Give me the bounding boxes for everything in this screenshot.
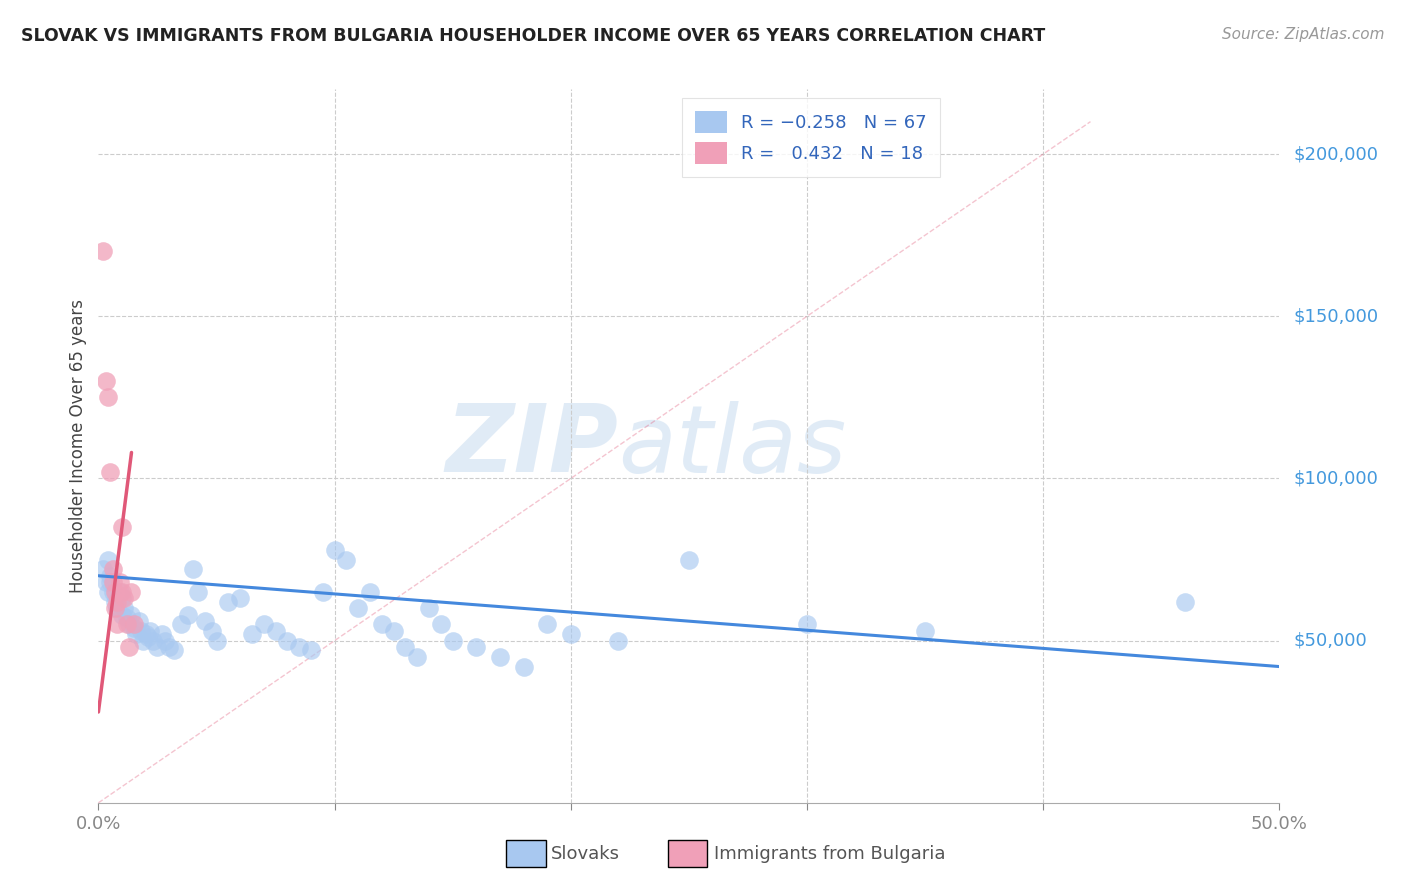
Point <box>118 617 141 632</box>
Point <box>678 552 700 566</box>
Text: Source: ZipAtlas.com: Source: ZipAtlas.com <box>1222 27 1385 42</box>
Point <box>112 591 135 606</box>
Text: $50,000: $50,000 <box>1294 632 1367 649</box>
Point <box>136 631 159 645</box>
Text: $150,000: $150,000 <box>1294 307 1378 326</box>
Point <box>489 649 512 664</box>
Point <box>512 659 534 673</box>
Point <box>101 575 124 590</box>
Point <box>288 640 311 654</box>
Point <box>98 568 121 582</box>
Point <box>108 585 131 599</box>
Point <box>1174 595 1197 609</box>
Point <box>132 633 155 648</box>
Point <box>150 627 173 641</box>
Point <box>112 601 135 615</box>
Point <box>94 374 117 388</box>
Text: $200,000: $200,000 <box>1294 145 1378 163</box>
Point <box>217 595 239 609</box>
Point <box>560 627 582 641</box>
Point <box>153 633 176 648</box>
Point <box>177 607 200 622</box>
Point <box>122 617 145 632</box>
Point <box>194 614 217 628</box>
Point <box>323 542 346 557</box>
Y-axis label: Householder Income Over 65 years: Householder Income Over 65 years <box>69 299 87 593</box>
Point <box>104 585 127 599</box>
Point <box>101 585 124 599</box>
Point <box>418 601 440 615</box>
Point <box>382 624 405 638</box>
Point <box>276 633 298 648</box>
Text: $100,000: $100,000 <box>1294 469 1378 487</box>
Point <box>111 607 134 622</box>
Point <box>205 633 228 648</box>
Point <box>98 575 121 590</box>
Point <box>101 562 124 576</box>
Point <box>118 640 141 654</box>
Point <box>108 575 131 590</box>
Point <box>105 601 128 615</box>
Point <box>125 627 148 641</box>
Point <box>97 585 120 599</box>
Point <box>146 640 169 654</box>
Point <box>347 601 370 615</box>
Point <box>105 617 128 632</box>
Point <box>142 633 165 648</box>
Point <box>406 649 429 664</box>
Point <box>104 601 127 615</box>
Point <box>121 607 143 622</box>
Point <box>115 611 138 625</box>
Point <box>104 595 127 609</box>
Point <box>135 627 157 641</box>
Point <box>914 624 936 638</box>
Point <box>121 585 143 599</box>
Point <box>111 520 134 534</box>
Text: Immigrants from Bulgaria: Immigrants from Bulgaria <box>714 845 946 863</box>
Point <box>536 617 558 632</box>
Point <box>240 627 263 641</box>
Point <box>91 244 114 259</box>
Point <box>371 617 394 632</box>
Point <box>312 585 335 599</box>
Point <box>201 624 224 638</box>
Point <box>157 640 180 654</box>
Point <box>129 624 152 638</box>
Point <box>91 562 114 576</box>
Point <box>170 617 193 632</box>
Legend: R = −0.258   N = 67, R =   0.432   N = 18: R = −0.258 N = 67, R = 0.432 N = 18 <box>682 98 939 177</box>
Point <box>111 585 134 599</box>
Point <box>335 552 357 566</box>
Point <box>105 595 128 609</box>
Point <box>139 624 162 638</box>
Point <box>430 617 453 632</box>
Point <box>111 591 134 606</box>
Point <box>253 617 276 632</box>
Point <box>122 621 145 635</box>
Text: Slovaks: Slovaks <box>551 845 620 863</box>
Point <box>441 633 464 648</box>
Text: SLOVAK VS IMMIGRANTS FROM BULGARIA HOUSEHOLDER INCOME OVER 65 YEARS CORRELATION : SLOVAK VS IMMIGRANTS FROM BULGARIA HOUSE… <box>21 27 1045 45</box>
Point <box>181 562 204 576</box>
Point <box>97 390 120 404</box>
Point <box>97 552 120 566</box>
Point <box>299 643 322 657</box>
Point <box>465 640 488 654</box>
Point <box>98 465 121 479</box>
Point <box>187 585 209 599</box>
Point <box>128 614 150 628</box>
Point <box>229 591 252 606</box>
Text: ZIP: ZIP <box>446 400 619 492</box>
Point <box>607 633 630 648</box>
Point <box>264 624 287 638</box>
Point <box>359 585 381 599</box>
Point <box>115 617 138 632</box>
Point <box>796 617 818 632</box>
Text: atlas: atlas <box>619 401 846 491</box>
Point <box>394 640 416 654</box>
Point <box>163 643 186 657</box>
Point <box>94 575 117 590</box>
